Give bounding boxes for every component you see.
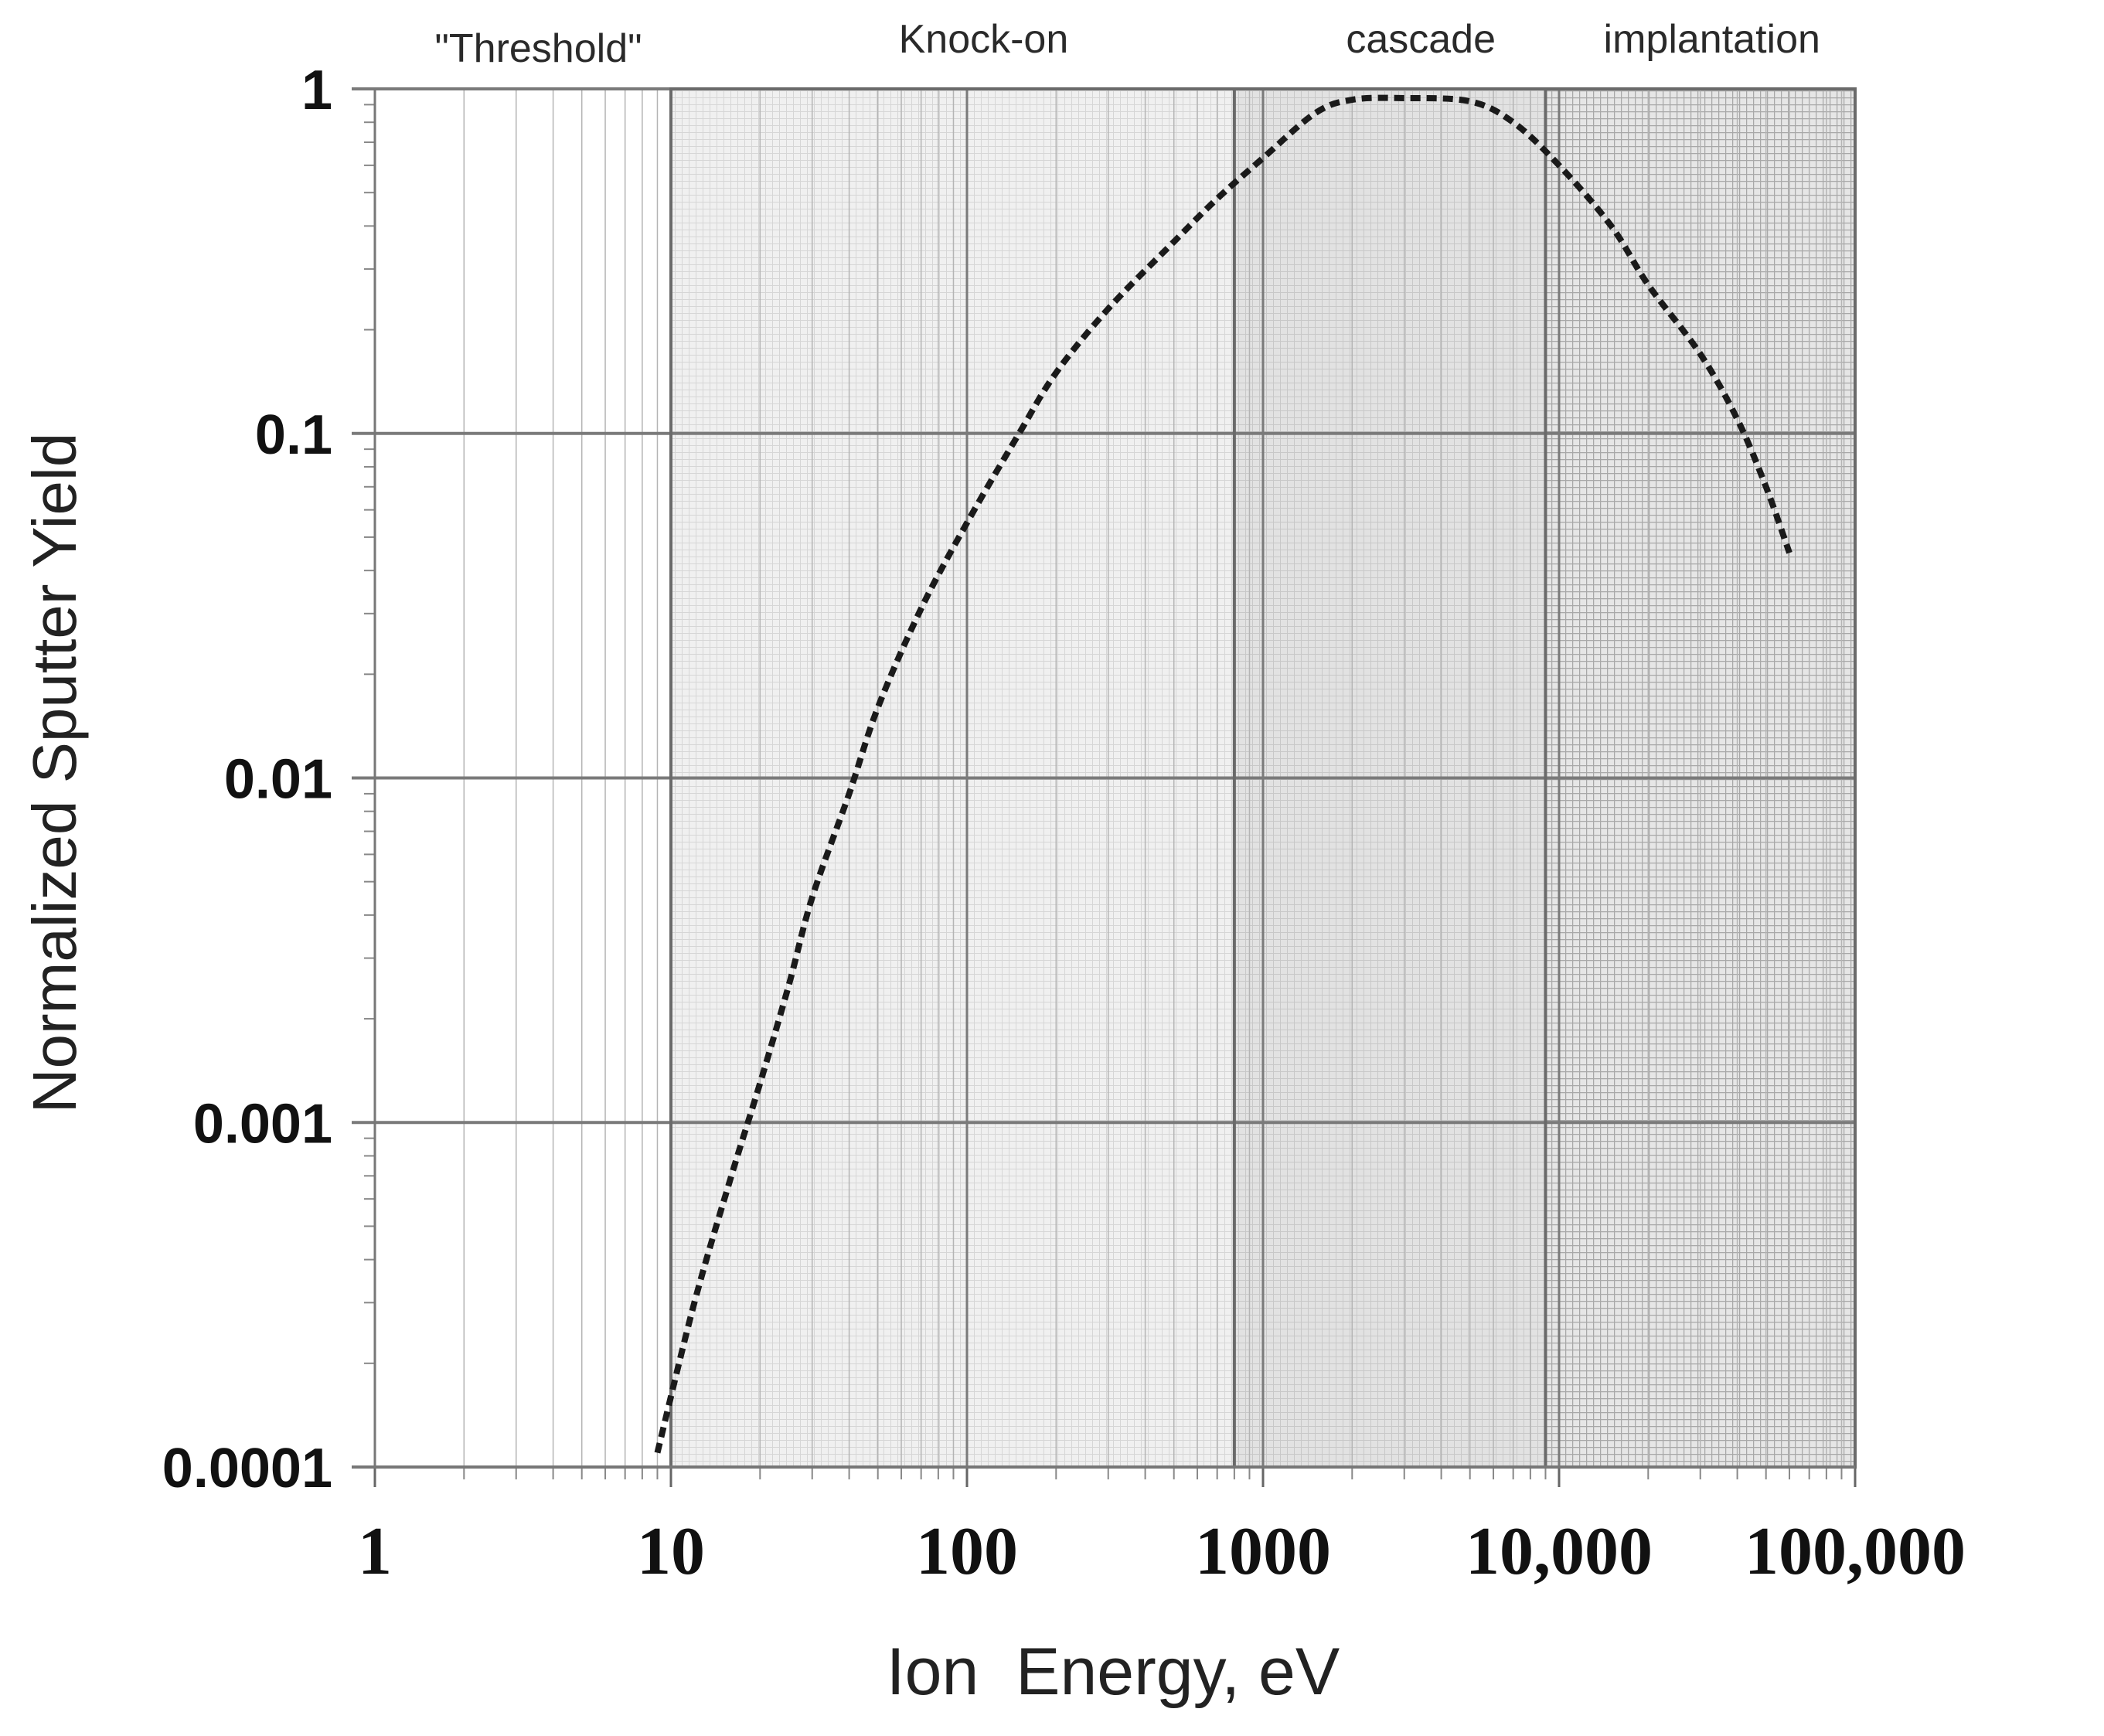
y-tick-label-1: 0.1 [255,404,332,466]
x-tick-label-5: 100,000 [1745,1514,1966,1589]
region-label-2: cascade [1346,17,1496,62]
x-axis-label: Ion Energy, eV [887,1635,1340,1709]
x-tick-label-2: 100 [916,1514,1018,1589]
region-label-3: implantation [1604,17,1820,62]
x-tick-label-0: 1 [358,1514,392,1589]
region-labels: "Threshold" Knock-on cascade implantation [434,17,1820,71]
series-line-0 [654,94,1792,1454]
x-tick-labels: 1 10 100 1000 10,000 100,000 [358,1514,1966,1589]
x-tick-label-3: 1000 [1195,1514,1331,1589]
y-tick-label-0: 1 [301,60,332,121]
x-tick-label-1: 10 [637,1514,705,1589]
y-tick-label-4: 0.0001 [162,1438,332,1499]
y-tick-labels: 1 0.1 0.01 0.001 0.0001 [162,60,332,1499]
y-axis-label: Normalized Sputter Yield [20,433,89,1113]
series-layer [654,94,1792,1454]
region-label-1: Knock-on [899,17,1069,62]
axes [352,89,1855,1469]
x-tick-label-4: 10,000 [1466,1514,1653,1589]
y-tick-label-2: 0.01 [224,749,332,811]
region-label-0: "Threshold" [434,26,642,71]
y-tick-label-3: 0.001 [193,1093,332,1155]
